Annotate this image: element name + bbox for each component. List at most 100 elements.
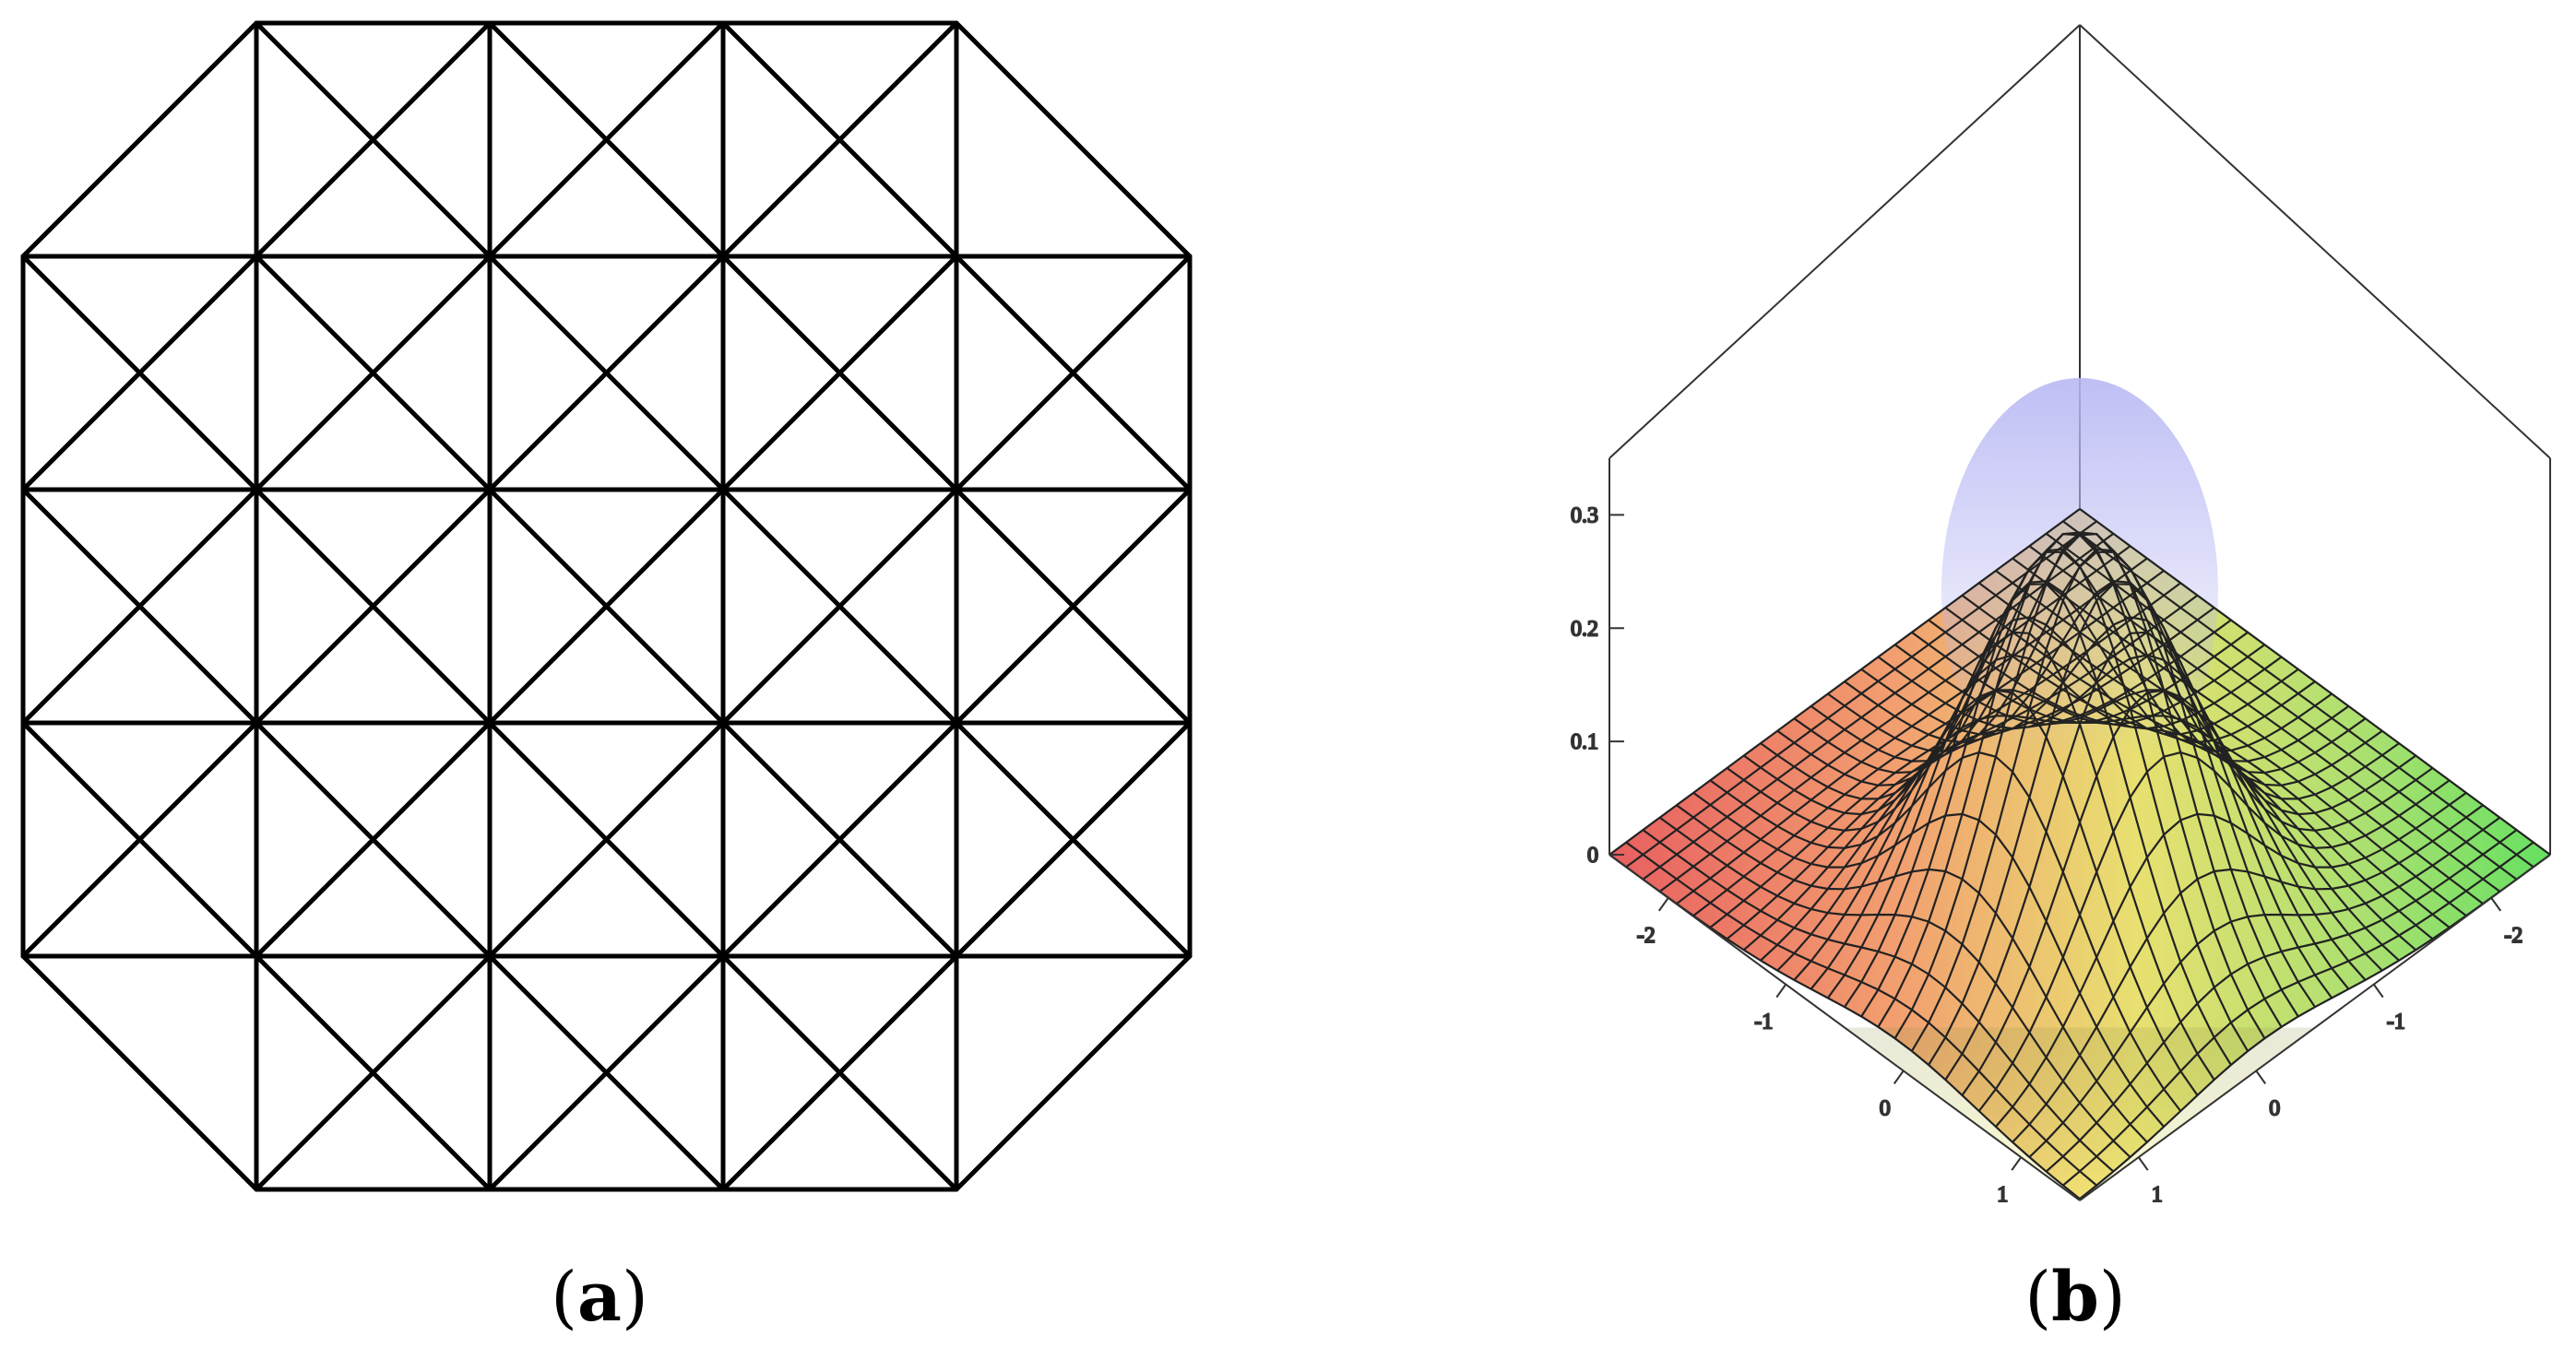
surface-patch <box>1929 930 1963 987</box>
surface-patch <box>2113 887 2147 967</box>
surface-patch <box>2315 939 2349 969</box>
surface-patch <box>2281 947 2315 982</box>
surface-patch <box>1845 835 1879 868</box>
surface-patch <box>1945 813 1979 880</box>
surface-gridline-y <box>1692 792 2165 1128</box>
surface-patch <box>1894 822 1929 877</box>
x-tick-label: 1 <box>1997 1183 2008 1207</box>
surface-gridline-y <box>1827 550 2299 1018</box>
surface-patch <box>1894 761 1929 774</box>
surface-patch <box>2348 928 2382 953</box>
surface-patch <box>1845 881 1879 916</box>
surface-patch <box>1845 810 1879 831</box>
surface-patch <box>1962 893 1996 963</box>
surface-patch <box>2348 903 2382 928</box>
surface-patch <box>2281 835 2315 868</box>
panel-b-caption: (b) <box>2024 1258 2126 1337</box>
surface-gridline-x <box>1961 689 2434 1096</box>
surface-patch <box>2297 844 2333 868</box>
surface-patch <box>2230 822 2265 877</box>
surface-gridline-x <box>1910 548 2383 1052</box>
surface-patch <box>1978 756 2013 835</box>
surface-patch <box>1827 975 1862 1008</box>
surface-patch <box>1861 989 1895 1027</box>
surface-patch <box>1810 827 1845 847</box>
surface-patch <box>1794 885 1828 909</box>
surface-patch <box>1760 944 1795 971</box>
mesh-edge-chamfer <box>954 20 1193 259</box>
surface-patch <box>1810 968 1845 999</box>
surface-patch <box>1995 772 2030 857</box>
surface-gridline-y <box>1743 631 2215 1081</box>
surface-patch <box>1794 864 1828 886</box>
mesh-edge-diag <box>954 487 1193 726</box>
surface-patch <box>2214 770 2249 834</box>
x-tick-label: -2 <box>1637 924 1656 948</box>
surface-gridline-y <box>1726 689 2199 1096</box>
surface-patch <box>2230 787 2265 845</box>
surface-patch <box>2248 777 2282 799</box>
surface-patch <box>1878 789 1912 836</box>
surface-patch <box>1777 903 1811 928</box>
surface-patch <box>1878 757 1912 774</box>
surface-patch <box>2297 794 2333 813</box>
surface-patch <box>2164 893 2198 963</box>
mesh-edge-diag <box>254 953 493 1192</box>
surface-patch <box>1810 867 1845 889</box>
mesh-edge-diag <box>254 487 493 726</box>
mesh-edge-chamfer <box>20 20 259 259</box>
surface-patch <box>2146 913 2181 984</box>
mesh-edge-diag <box>20 720 259 959</box>
surface-patch <box>1810 889 1845 914</box>
surface-gridline-x <box>1944 631 2416 1081</box>
surface-patch <box>2315 827 2349 847</box>
surface-gridline-x <box>2012 804 2484 1143</box>
surface-patch <box>2146 834 2181 914</box>
y-tick <box>2372 984 2384 999</box>
surface-patch <box>2180 879 2214 945</box>
surface-patch <box>1810 786 1845 809</box>
surface-patch <box>1878 777 1912 799</box>
surface-patch <box>1845 856 1879 890</box>
surface-patch <box>2230 916 2265 964</box>
surface-patch <box>1845 762 1879 782</box>
surface-patch <box>1894 964 1929 1011</box>
surface-patch <box>2197 757 2231 823</box>
surface-gridline-x <box>2045 829 2518 1173</box>
surface-patch <box>2264 799 2298 829</box>
surface-patch <box>2146 756 2181 835</box>
y-axis: -2 -1 0 1 <box>2079 854 2551 1208</box>
mesh-edge-diag <box>487 953 726 1192</box>
surface-patch <box>1861 915 1895 952</box>
surface-patch <box>2248 915 2282 957</box>
mesh-edge-diag <box>487 20 726 259</box>
box-edge <box>2079 24 2551 459</box>
surface-patch <box>2012 797 2047 887</box>
surface-patch <box>1827 886 1862 915</box>
surface-patch <box>2264 915 2298 952</box>
surface-patch <box>2332 909 2366 935</box>
surface-patch <box>1911 734 1946 751</box>
surface-patch <box>1845 915 1879 948</box>
surface-patch <box>1861 793 1895 815</box>
surface-patch <box>1760 895 1795 920</box>
surface-patch <box>2315 786 2349 809</box>
surface-patch <box>1878 956 1912 999</box>
surface-patch <box>2297 975 2333 1008</box>
surface-patch <box>2264 809 2298 845</box>
x-tick-label: 0 <box>1880 1096 1891 1120</box>
surface-patch <box>2180 813 2214 880</box>
surface-patch <box>2264 876 2298 916</box>
surface-patch <box>1929 987 1963 1038</box>
surface-patch <box>1794 822 1828 843</box>
surface-patch <box>2332 934 2366 962</box>
mesh-edge-diag <box>254 720 493 959</box>
panel-a-mesh <box>20 20 1193 1192</box>
surface-patch <box>2315 846 2349 868</box>
x-tick-label: -1 <box>1754 1011 1773 1035</box>
surface-patch <box>2248 789 2282 836</box>
surface-gridline-x <box>1860 550 2333 1018</box>
surface-patch <box>1878 834 1912 882</box>
surface-patch <box>2248 871 2282 916</box>
surface-patch <box>1861 845 1895 887</box>
